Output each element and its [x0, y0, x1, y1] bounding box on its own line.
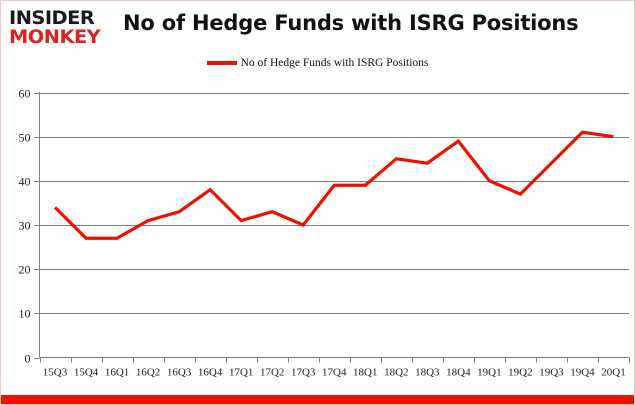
- page-header: INSIDER MONKEY No of Hedge Funds with IS…: [1, 1, 634, 49]
- y-tick-label: 30: [19, 219, 31, 233]
- x-axis-labels: 15Q3 15Q4 16Q1 16Q2 16Q3 16Q4 17Q1 17Q2 17Q3 17Q4…: [43, 367, 626, 379]
- line-chart-svg: 0 10 20 30 40 50 60 15Q3 15Q4 16Q1 16Q2 16Q3 16Q4 17…: [19, 87, 630, 379]
- logo-text-monkey: MONKEY: [9, 26, 101, 48]
- legend-color-swatch: [206, 61, 237, 65]
- x-tick-label: 16Q1: [105, 367, 129, 379]
- x-tick-label: 16Q2: [136, 367, 160, 379]
- legend-label: No of Hedge Funds with ISRG Positions: [240, 57, 429, 69]
- x-tick-label: 18Q4: [446, 367, 471, 379]
- x-tick-label: 20Q1: [601, 367, 625, 379]
- chart-legend: No of Hedge Funds with ISRG Positions: [1, 57, 634, 69]
- y-tick-label: 50: [19, 131, 31, 145]
- x-tick-label: 18Q1: [353, 367, 377, 379]
- y-axis-tickmarks: [34, 93, 40, 359]
- x-tick-label: 17Q1: [229, 367, 253, 379]
- x-axis-tickmarks: [40, 357, 630, 363]
- x-tick-label: 15Q3: [43, 367, 68, 379]
- x-tick-label: 18Q2: [384, 367, 408, 379]
- y-axis-labels: 0 10 20 30 40 50 60: [19, 87, 31, 366]
- data-series-line: [53, 130, 614, 240]
- chart-gridlines: [39, 93, 629, 314]
- insider-monkey-logo: INSIDER MONKEY: [9, 9, 117, 47]
- x-tick-label: 17Q2: [260, 367, 284, 379]
- x-tick-label: 15Q4: [74, 367, 99, 379]
- y-tick-label: 40: [19, 175, 31, 189]
- x-tick-label: 19Q4: [570, 367, 595, 379]
- y-tick-label: 60: [19, 87, 31, 101]
- x-tick-label: 19Q3: [539, 367, 564, 379]
- chart-plot-area: 0 10 20 30 40 50 60 15Q3 15Q4 16Q1 16Q2 16Q3 16Q4 17…: [1, 81, 634, 381]
- y-tick-label: 0: [25, 352, 31, 366]
- y-tick-label: 20: [19, 263, 31, 277]
- x-tick-label: 18Q3: [415, 367, 440, 379]
- bottom-accent-bar: [1, 395, 634, 404]
- page-title: No of Hedge Funds with ISRG Positions: [123, 11, 579, 35]
- x-tick-label: 17Q4: [322, 367, 347, 379]
- logo-text-insider: INSIDER: [9, 7, 95, 29]
- legend-item: No of Hedge Funds with ISRG Positions: [206, 57, 429, 69]
- y-tick-label: 10: [19, 307, 31, 321]
- x-tick-label: 16Q4: [198, 367, 223, 379]
- x-tick-label: 17Q3: [291, 367, 316, 379]
- x-tick-label: 16Q3: [167, 367, 192, 379]
- x-tick-label: 19Q2: [508, 367, 532, 379]
- x-tick-label: 19Q1: [477, 367, 501, 379]
